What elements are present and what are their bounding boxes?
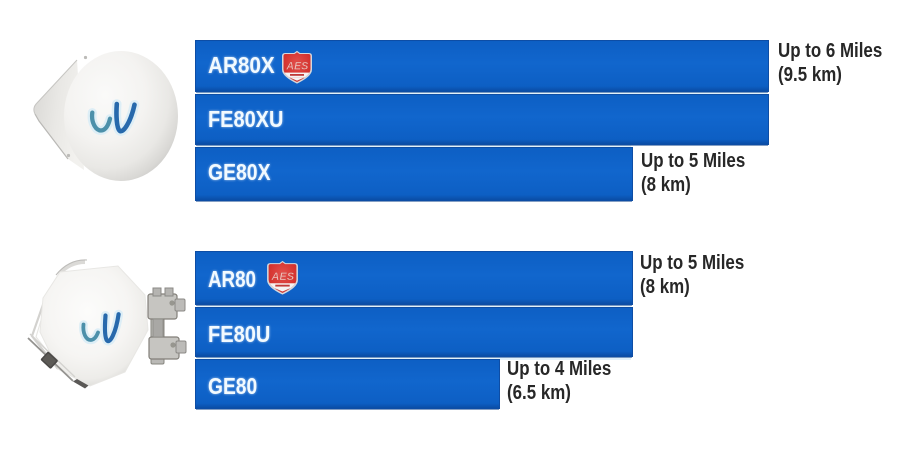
svg-text:AES: AES — [285, 60, 309, 72]
svg-text:AES: AES — [270, 271, 294, 283]
